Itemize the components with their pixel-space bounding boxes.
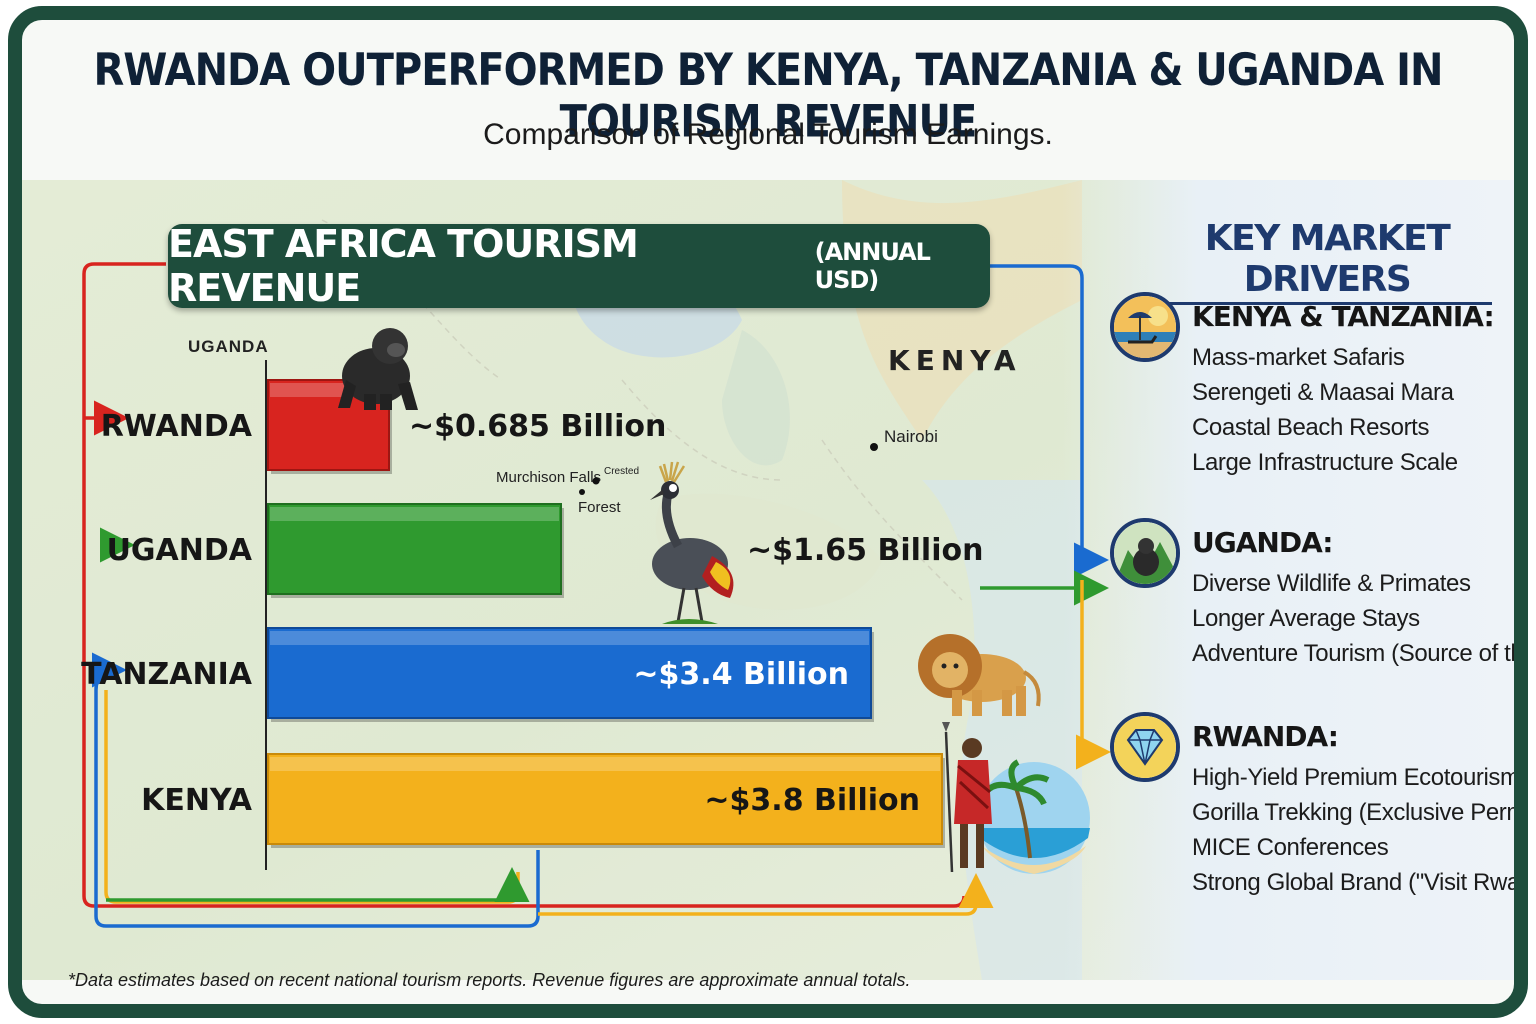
- chart-title-unit: (ANNUAL USD): [814, 238, 931, 294]
- category-label-kenya: KENYA: [141, 783, 253, 818]
- driver-item: Longer Average Stays: [1192, 605, 1420, 632]
- map-label-nairobi: Nairobi: [884, 427, 938, 446]
- maasai-illustration: [942, 722, 992, 873]
- map-label-kenya: KENYA: [888, 344, 1022, 377]
- driver-list: Diverse Wildlife & Primates Longer Avera…: [1192, 566, 1524, 671]
- driver-list: High-Yield Premium Ecotourism Gorilla Tr…: [1192, 760, 1528, 900]
- labels-group: RWANDA ~$0.685 Billion UGANDA ~$1.65 Billio…: [81, 409, 983, 818]
- value-label-rwanda: ~$0.685 Billion: [409, 409, 666, 444]
- forest-dot: [579, 489, 585, 495]
- value-label-tanzania: ~$3.4 Billion: [633, 657, 849, 692]
- bar-tanzania: [267, 627, 872, 719]
- key-drivers-title: KEY MARKET DRIVERS: [1162, 218, 1492, 305]
- beach-illustration: [978, 759, 1090, 874]
- bar-uganda: [267, 503, 562, 595]
- yellow-right-connector: [1076, 580, 1111, 770]
- chart-title: EAST AFRICA TOURISM REVENUE: [168, 222, 639, 310]
- value-label-uganda: ~$1.65 Billion: [747, 533, 983, 568]
- crowned-crane-illustration: [650, 461, 734, 624]
- chart-area: UGANDA KENYA Nairobi Murchison Falls Cre…: [81, 262, 1111, 928]
- infographic-frame: RWANDA OUTPERFORMED BY KENYA, TANZANIA &…: [8, 6, 1528, 1018]
- bar-highlight: [270, 507, 559, 521]
- gorilla-icon: [1110, 518, 1180, 588]
- beach-umbrella-icon: [1110, 292, 1180, 362]
- murchison-dot: [592, 477, 600, 485]
- category-label-rwanda: RWANDA: [101, 409, 253, 444]
- map-label-crested: Crested: [604, 466, 639, 477]
- yellow-bottom-arrow: [538, 873, 994, 916]
- category-label-uganda: UGANDA: [107, 533, 253, 568]
- driver-item: Diverse Wildlife & Primates: [1192, 570, 1471, 597]
- chart-title-banner: EAST AFRICA TOURISM REVENUE (ANNUAL USD): [168, 222, 990, 310]
- driver-heading: RWANDA:: [1192, 720, 1339, 753]
- bars-group: [267, 379, 945, 848]
- driver-list: Mass-market Safaris Serengeti & Maasai M…: [1192, 340, 1458, 480]
- blue-right-connector: [990, 264, 1109, 578]
- map-label-murchison: Murchison Falls: [496, 469, 601, 486]
- driver-item: MICE Conferences: [1192, 834, 1389, 861]
- driver-item: Serengeti & Maasai Mara: [1192, 379, 1454, 406]
- driver-item: High-Yield Premium Ecotourism: [1192, 764, 1520, 791]
- value-label-kenya: ~$3.8 Billion: [704, 783, 920, 818]
- map-label-forest: Forest: [578, 499, 621, 516]
- connector-arrows: [82, 262, 1111, 928]
- driver-item: Large Infrastructure Scale: [1192, 449, 1458, 476]
- driver-heading: UGANDA:: [1192, 526, 1333, 559]
- driver-item: Strong Global Brand ("Visit Rwanda"): [1192, 869, 1528, 896]
- bar-highlight: [270, 631, 869, 645]
- driver-item: Coastal Beach Resorts: [1192, 414, 1430, 441]
- nairobi-dot: [870, 443, 878, 451]
- main-title: RWANDA OUTPERFORMED BY KENYA, TANZANIA &…: [93, 44, 1443, 148]
- driver-item: Adventure Tourism (Source of the Nile): [1192, 640, 1524, 667]
- driver-heading: KENYA & TANZANIA:: [1192, 300, 1495, 333]
- bar-kenya: [267, 753, 943, 845]
- driver-item: Mass-market Safaris: [1192, 344, 1405, 371]
- lion-illustration: [918, 634, 1041, 716]
- subtitle: Comparison of Regional Tourism Earnings.: [483, 118, 1053, 151]
- gorilla-illustration: [338, 328, 418, 410]
- category-label-tanzania: TANZANIA: [81, 657, 253, 692]
- driver-item: Gorilla Trekking (Exclusive Permits): [1192, 799, 1528, 826]
- map-label-uganda: UGANDA: [188, 337, 269, 356]
- bar-highlight: [270, 757, 940, 771]
- diamond-icon: [1110, 712, 1180, 782]
- green-bottom-arrow: [106, 867, 530, 902]
- footnote: *Data estimates based on recent national…: [68, 970, 911, 990]
